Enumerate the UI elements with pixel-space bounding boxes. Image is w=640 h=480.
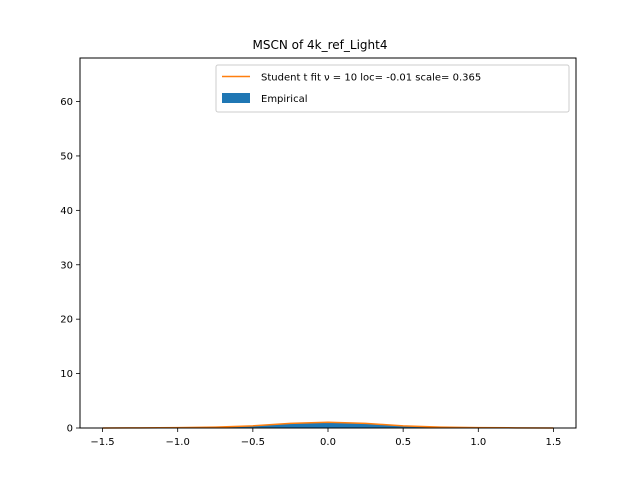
- legend-empirical-swatch: [222, 93, 250, 103]
- y-tick-label: 0: [67, 424, 73, 435]
- y-tick-label: 30: [60, 260, 73, 271]
- x-tick-label: 0.5: [395, 437, 411, 448]
- x-tick-label: 0.0: [320, 437, 336, 448]
- x-tick-label: 1.5: [546, 437, 562, 448]
- y-tick-label: 40: [60, 206, 73, 217]
- legend-empirical-label: Empirical: [261, 94, 307, 105]
- y-tick-label: 50: [60, 151, 73, 162]
- legend-fit-label: Student t fit ν = 10 loc= -0.01 scale= 0…: [261, 73, 481, 84]
- chart-title: MSCN of 4k_ref_Light4: [253, 38, 388, 52]
- y-tick-label: 60: [60, 97, 73, 108]
- y-tick-label: 10: [60, 369, 73, 380]
- x-tick-label: −1.5: [90, 437, 114, 448]
- x-tick-label: 1.0: [470, 437, 486, 448]
- x-tick-label: −0.5: [241, 437, 265, 448]
- plot-area: [103, 422, 554, 428]
- x-tick-label: −1.0: [166, 437, 190, 448]
- y-tick-label: 20: [60, 315, 73, 326]
- x-axis: −1.5 −1.0 −0.5 0.0 0.5 1.0 1.5: [90, 428, 561, 448]
- axes-frame: [80, 58, 576, 428]
- y-axis: 0 10 20 30 40 50 60: [60, 97, 80, 434]
- legend: Student t fit ν = 10 loc= -0.01 scale= 0…: [216, 65, 569, 112]
